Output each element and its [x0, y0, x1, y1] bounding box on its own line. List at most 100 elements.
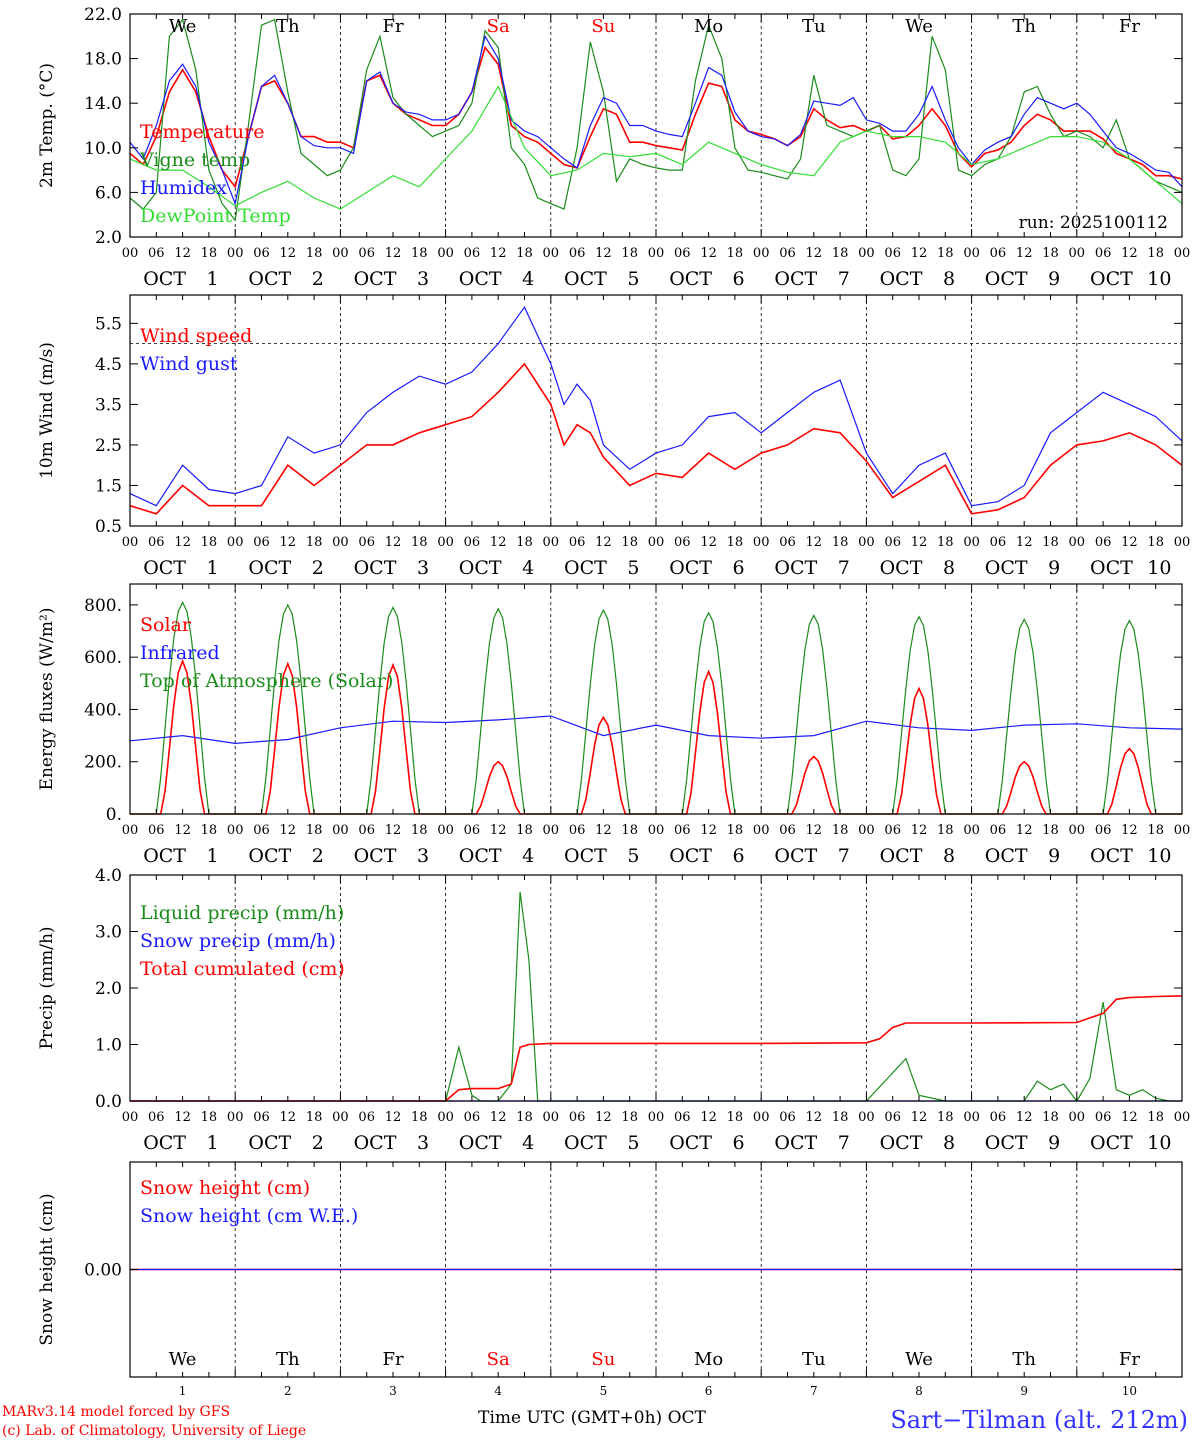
x-hour-label: 18 [201, 823, 218, 838]
y-tick-label: 800. [84, 596, 122, 616]
legend-entry: Humidex [140, 177, 227, 199]
y-tick-label: 1.5 [95, 476, 122, 496]
x-hour-label: 06 [253, 1110, 270, 1125]
legend-entry: Snow height (cm W.E.) [140, 1205, 358, 1227]
x-hour-label: 06 [674, 1110, 691, 1125]
x-hour-label: 18 [306, 535, 323, 550]
x-day-number: 4 [494, 1384, 502, 1398]
x-hour-label: 18 [1042, 823, 1059, 838]
day-name: We [169, 1349, 197, 1370]
x-month-label: OCT [248, 557, 291, 579]
x-month-label: OCT [564, 557, 607, 579]
x-day-label: 8 [943, 845, 955, 867]
x-hour-label: 00 [227, 535, 244, 550]
x-hour-label: 00 [122, 823, 139, 838]
x-hour-label: 18 [832, 823, 849, 838]
x-day-label: 9 [1048, 845, 1060, 867]
y-axis-label: 10m Wind (m/s) [37, 342, 57, 479]
x-hour-label: 06 [358, 535, 375, 550]
x-hour-label: 12 [280, 246, 297, 261]
x-hour-label: 06 [148, 1110, 165, 1125]
x-day-label: 3 [417, 557, 429, 579]
x-day-label: 6 [733, 845, 745, 867]
y-tick-label: 0.00 [84, 1261, 122, 1281]
legend-entry: Wind gust [140, 353, 238, 375]
x-day-label: 6 [733, 268, 745, 290]
legend-entry: Temperature [140, 121, 264, 143]
run-label: run: 2025100112 [1019, 213, 1168, 233]
x-day-label: 7 [838, 557, 850, 579]
x-day-number: 7 [810, 1384, 818, 1398]
x-month-label: OCT [1090, 268, 1133, 290]
x-hour-label: 00 [332, 535, 349, 550]
day-name: Fr [1119, 16, 1140, 37]
y-axis-label: Energy fluxes (W/m²) [37, 608, 57, 791]
x-hour-label: 00 [122, 246, 139, 261]
y-tick-label: 0.0 [95, 1092, 122, 1112]
x-month-label: OCT [669, 1132, 712, 1154]
x-hour-label: 12 [1016, 246, 1033, 261]
x-day-label: 9 [1048, 1132, 1060, 1154]
x-hour-label: 12 [280, 1110, 297, 1125]
x-hour-label: 12 [490, 823, 507, 838]
x-hour-label: 06 [569, 246, 586, 261]
x-hour-label: 18 [937, 1110, 954, 1125]
x-month-label: OCT [985, 845, 1028, 867]
x-month-label: OCT [774, 557, 817, 579]
x-hour-label: 06 [1095, 535, 1112, 550]
x-hour-label: 00 [1069, 246, 1086, 261]
day-name: Th [276, 1349, 300, 1370]
x-hour-label: 18 [1042, 535, 1059, 550]
x-hour-label: 18 [621, 1110, 638, 1125]
x-hour-label: 00 [1069, 823, 1086, 838]
x-hour-label: 18 [201, 535, 218, 550]
x-hour-label: 06 [358, 246, 375, 261]
x-hour-label: 00 [332, 246, 349, 261]
x-hour-label: 18 [727, 535, 744, 550]
x-month-label: OCT [143, 845, 186, 867]
x-month-label: OCT [459, 1132, 502, 1154]
y-axis-label: 2m Temp. (°C) [37, 63, 57, 188]
energy-panel: 800. 600. 400. 200. 0. Energy fluxes (W/m²) 00… [37, 583, 1190, 867]
x-hour-label: 18 [832, 535, 849, 550]
x-month-label: OCT [669, 268, 712, 290]
y-tick-label: 200. [84, 753, 122, 773]
x-hour-label: 00 [858, 246, 875, 261]
x-hour-label: 06 [674, 823, 691, 838]
x-hour-label: 12 [385, 246, 402, 261]
x-hour-label: 18 [727, 823, 744, 838]
x-hour-label: 12 [806, 823, 823, 838]
x-hour-label: 00 [1069, 1110, 1086, 1125]
legend-entry: Infrared [140, 642, 220, 664]
y-tick-label: 5.5 [95, 314, 122, 334]
series-line [129, 85, 1183, 210]
x-day-label: 3 [417, 268, 429, 290]
x-month-label: OCT [354, 557, 397, 579]
y-axis-label: Snow height (cm) [37, 1193, 57, 1345]
x-month-label: OCT [774, 845, 817, 867]
x-hour-label: 18 [516, 823, 533, 838]
legend-entry: Top of Atmosphere (Solar) [140, 670, 393, 692]
y-tick-label: 6.0 [95, 183, 122, 203]
x-month-label: OCT [354, 1132, 397, 1154]
x-day-label: 2 [312, 268, 324, 290]
x-hour-label: 18 [937, 246, 954, 261]
day-name: Fr [382, 16, 403, 37]
y-tick-label: 1.0 [95, 1036, 122, 1056]
legend-entry: DewPoint Temp [140, 205, 291, 227]
x-day-label: 5 [627, 557, 639, 579]
x-hour-label: 00 [648, 1110, 665, 1125]
x-hour-label: 12 [490, 246, 507, 261]
x-hour-label: 00 [543, 823, 560, 838]
x-hour-label: 12 [280, 535, 297, 550]
x-hour-label: 06 [990, 246, 1007, 261]
x-hour-label: 00 [1174, 246, 1191, 261]
x-hour-label: 00 [543, 246, 560, 261]
x-hour-label: 18 [411, 246, 428, 261]
station-label: Sart−Tilman (alt. 212m) [890, 1406, 1188, 1434]
day-name: Sa [487, 1349, 510, 1370]
x-day-label: 1 [207, 557, 219, 579]
x-day-number: 2 [284, 1384, 292, 1398]
x-day-label: 10 [1147, 557, 1171, 579]
